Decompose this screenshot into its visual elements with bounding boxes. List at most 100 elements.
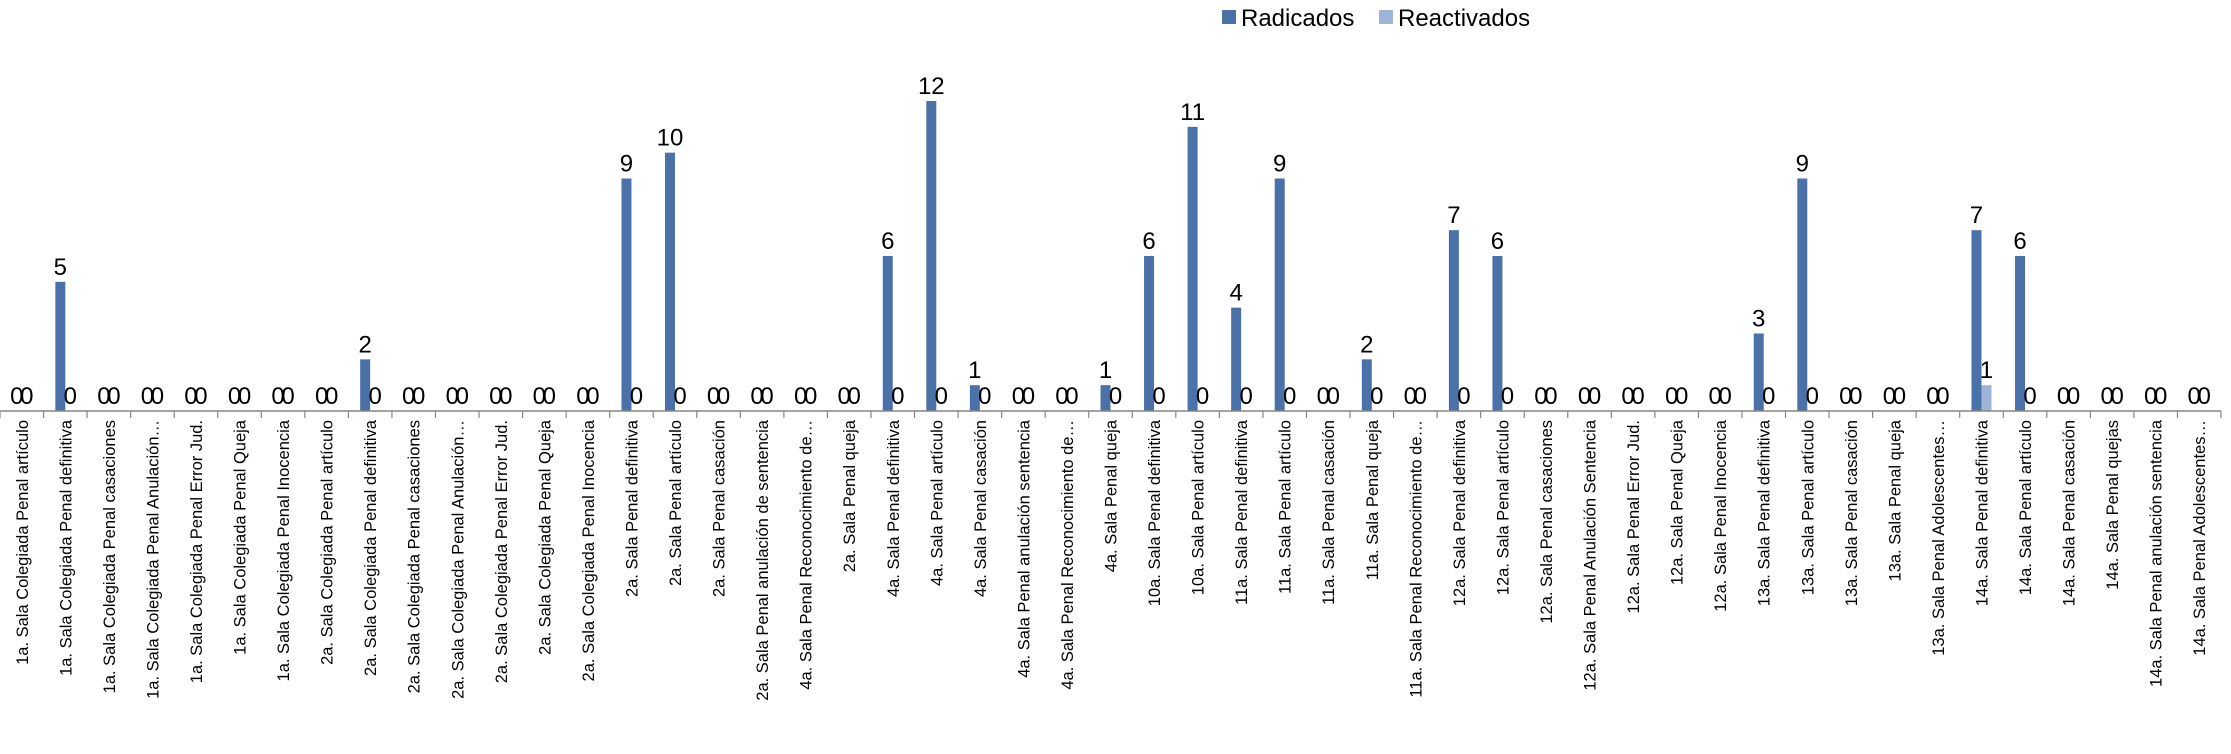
- value-label-reactivados: 0: [1109, 383, 1122, 410]
- value-label-reactivados: 0: [499, 383, 512, 410]
- value-label-reactivados: 0: [1065, 383, 1078, 410]
- category-labels: 1a. Sala Colegiada Penal artículo 1a. Sal…: [14, 419, 2209, 701]
- value-label-radicados: 0: [2188, 383, 2201, 410]
- value-label-radicados: 0: [1534, 383, 1547, 410]
- value-label-reactivados: 0: [20, 383, 33, 410]
- value-label-reactivados: 0: [1239, 383, 1252, 410]
- x-tick-marks: [0, 411, 2222, 418]
- value-label-radicados: 4: [1229, 280, 1242, 307]
- bar-radicados: [969, 385, 980, 411]
- category-label: 1a. Sala Colegiada Penal Inocencia: [275, 419, 293, 681]
- value-label-radicados: 10: [657, 125, 684, 152]
- value-label-radicados: 0: [1709, 383, 1722, 410]
- value-label-reactivados: 0: [412, 383, 425, 410]
- value-label-reactivados: 1: [1980, 357, 1993, 384]
- value-label-reactivados: 0: [978, 383, 991, 410]
- value-label-reactivados: 0: [1196, 383, 1209, 410]
- value-label-radicados: 0: [2144, 383, 2157, 410]
- value-label-radicados: 3: [1752, 306, 1765, 333]
- bar-radicados: [1274, 178, 1285, 411]
- value-label-radicados: 0: [1578, 383, 1591, 410]
- value-label-radicados: 6: [1142, 228, 1155, 255]
- value-label-reactivados: 0: [1806, 383, 1819, 410]
- category-label: 11a. Sala Penal casación: [1320, 420, 1338, 605]
- value-label-reactivados: 0: [717, 383, 730, 410]
- value-label-radicados: 12: [918, 73, 945, 100]
- value-label-reactivados: 0: [935, 383, 948, 410]
- value-label-radicados: 0: [184, 383, 197, 410]
- category-label: 2a. Sala Colegiada Penal Queja: [536, 419, 554, 655]
- legend-swatch-radicados: [1222, 10, 1236, 24]
- category-label: 1a. Sala Colegiada Penal Queja: [232, 419, 250, 655]
- value-label-reactivados: 0: [2154, 383, 2167, 410]
- bar-radicados: [1144, 256, 1155, 411]
- category-label: 13a. Sala Penal Adolescentes…: [1930, 420, 1948, 656]
- value-label-reactivados: 0: [1936, 383, 1949, 410]
- category-label: 2a. Sala Colegiada Penal artículo: [319, 420, 337, 665]
- bar-radicados: [1100, 385, 1111, 411]
- category-label: 10a. Sala Penal artículo: [1190, 420, 1208, 595]
- bar-radicados: [1361, 359, 1372, 411]
- category-label: 12a. Sala Penal definitiva: [1451, 419, 1469, 606]
- legend-swatch-reactivados: [1379, 10, 1393, 24]
- category-label: 14a. Sala Penal artículo: [2017, 420, 2035, 595]
- value-label-radicados: 0: [1621, 383, 1634, 410]
- category-label: 12a. Sala Penal casaciones: [1538, 420, 1556, 624]
- value-label-radicados: 5: [54, 254, 67, 281]
- category-label: 2a. Sala Penal queja: [841, 419, 859, 572]
- value-label-reactivados: 0: [1457, 383, 1470, 410]
- value-label-radicados: 0: [141, 383, 154, 410]
- value-label-radicados: 0: [271, 383, 284, 410]
- value-label-radicados: 6: [881, 228, 894, 255]
- value-label-reactivados: 0: [2110, 383, 2123, 410]
- value-label-radicados: 2: [1360, 331, 1373, 358]
- value-label-reactivados: 0: [64, 383, 77, 410]
- value-label-radicados: 0: [838, 383, 851, 410]
- value-label-radicados: 9: [1796, 151, 1809, 178]
- bar-radicados: [360, 359, 371, 411]
- category-label: 4a. Sala Penal Reconocimiento de…: [798, 420, 816, 690]
- value-label-radicados: 0: [533, 383, 546, 410]
- value-label-reactivados: 0: [1631, 383, 1644, 410]
- value-label-radicados: 0: [1404, 383, 1417, 410]
- category-label: 12a. Sala Penal artículo: [1494, 420, 1512, 595]
- category-label: 4a. Sala Penal anulación sentencia: [1015, 419, 1033, 678]
- category-label: 13a. Sala Penal artículo: [1799, 420, 1817, 595]
- bar-radicados: [2015, 256, 2026, 411]
- value-label-reactivados: 0: [804, 383, 817, 410]
- value-label-radicados: 7: [1447, 202, 1460, 229]
- category-label: 14a. Sala Penal anulación sentencia: [2148, 419, 2166, 687]
- category-label: 4a. Sala Penal queja: [1103, 419, 1121, 572]
- category-label: 2a. Sala Colegiada Penal Error Jud.: [493, 420, 511, 683]
- value-label-radicados: 6: [2013, 228, 2026, 255]
- bar-radicados: [926, 101, 937, 411]
- value-label-reactivados: 0: [586, 383, 599, 410]
- category-label: 12a. Sala Penal Inocencia: [1712, 419, 1730, 612]
- value-label-reactivados: 0: [151, 383, 164, 410]
- bar-reactivados: [1981, 385, 1992, 411]
- value-label-radicados: 0: [402, 383, 415, 410]
- category-label: 13a. Sala Penal casación: [1843, 420, 1861, 606]
- category-label: 14a. Sala Penal casación: [2061, 420, 2079, 606]
- category-label: 13a. Sala Penal definitiva: [1756, 419, 1774, 606]
- category-label: 13a. Sala Penal queja: [1886, 419, 1904, 581]
- bar-radicados: [1231, 307, 1242, 411]
- value-label-reactivados: 0: [630, 383, 643, 410]
- category-label: 2a. Sala Penal casación: [711, 420, 729, 597]
- value-label-reactivados: 0: [1501, 383, 1514, 410]
- value-label-radicados: 0: [1012, 383, 1025, 410]
- value-label-reactivados: 0: [1544, 383, 1557, 410]
- category-label: 2a. Sala Colegiada Penal casaciones: [406, 420, 424, 693]
- bar-radicados: [882, 256, 893, 411]
- value-label-reactivados: 0: [848, 383, 861, 410]
- value-label-radicados: 0: [228, 383, 241, 410]
- value-label-radicados: 0: [446, 383, 459, 410]
- value-label-radicados: 0: [1665, 383, 1678, 410]
- bar-radicados: [1187, 126, 1198, 411]
- value-label-radicados: 7: [1970, 202, 1983, 229]
- value-label-radicados: 0: [1926, 383, 1939, 410]
- value-label-radicados: 0: [97, 383, 110, 410]
- value-label-reactivados: 0: [368, 383, 381, 410]
- value-label-radicados: 0: [1055, 383, 1068, 410]
